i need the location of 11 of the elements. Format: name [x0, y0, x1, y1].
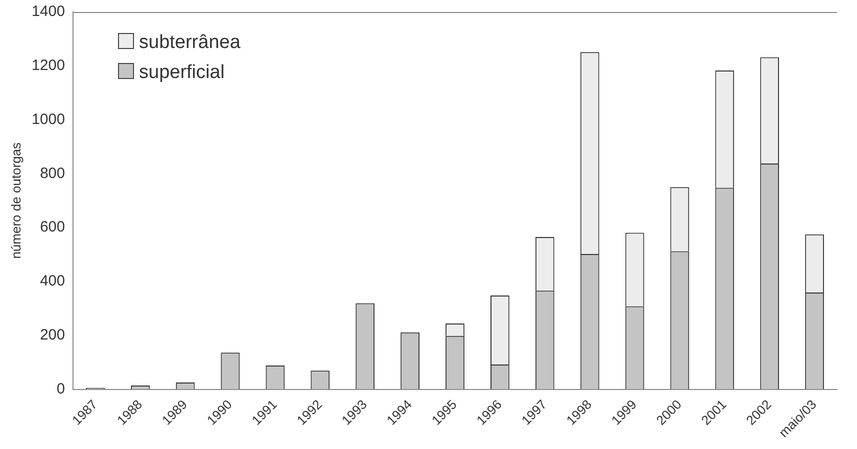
y-tick-label: 200	[40, 326, 65, 344]
y-tick-label: 1200	[32, 57, 65, 74]
y-tick-label: 600	[40, 218, 65, 236]
legend-label: superficial	[139, 62, 225, 83]
y-tick-label: 800	[40, 164, 65, 182]
legend-label: subterrânea	[139, 32, 240, 53]
y-tick-label: 0	[56, 380, 65, 398]
y-tick-label: 1000	[32, 110, 65, 128]
y-tick-label: 1400	[32, 3, 65, 20]
y-axis-title: número de outorgas	[8, 142, 24, 259]
y-tick-label: 400	[40, 272, 65, 290]
